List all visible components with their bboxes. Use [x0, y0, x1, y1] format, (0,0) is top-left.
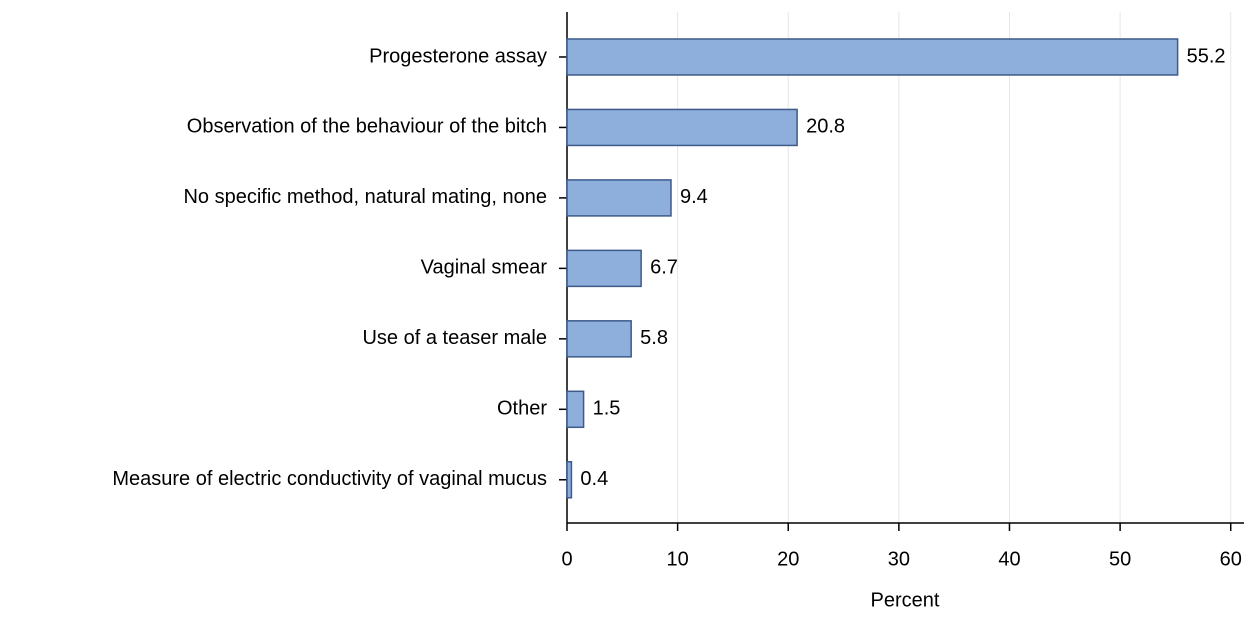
bar [566, 38, 1179, 76]
y-tick-label: Other [497, 398, 547, 420]
value-label: 6.7 [650, 257, 678, 279]
bar [566, 390, 585, 429]
x-tick-label: 20 [777, 548, 799, 570]
bar [566, 108, 798, 147]
bar [566, 320, 632, 358]
x-tick-label: 30 [888, 548, 910, 570]
value-label: 20.8 [806, 116, 845, 138]
x-tick-label: 10 [666, 548, 688, 570]
value-label: 1.5 [593, 398, 621, 420]
x-tick-label: 50 [1109, 548, 1131, 570]
y-tick-label: Vaginal smear [421, 257, 548, 279]
x-axis-label: Percent [871, 589, 940, 611]
x-tick-label: 60 [1220, 548, 1242, 570]
bar [566, 179, 672, 217]
bar [566, 461, 573, 499]
y-tick-label: Observation of the behaviour of the bitc… [187, 116, 547, 138]
x-tick-label: 40 [998, 548, 1020, 570]
value-label: 9.4 [680, 186, 708, 208]
x-tick-label: 0 [561, 548, 572, 570]
value-label: 0.4 [580, 468, 608, 490]
value-label: 5.8 [640, 327, 668, 349]
value-label: 55.2 [1187, 45, 1226, 67]
y-tick-label: Use of a teaser male [362, 327, 547, 349]
bar [566, 249, 642, 288]
y-tick-label: Progesterone assay [369, 45, 547, 67]
y-tick-label: Measure of electric conductivity of vagi… [112, 468, 547, 490]
y-tick-label: No specific method, natural mating, none [183, 186, 547, 208]
